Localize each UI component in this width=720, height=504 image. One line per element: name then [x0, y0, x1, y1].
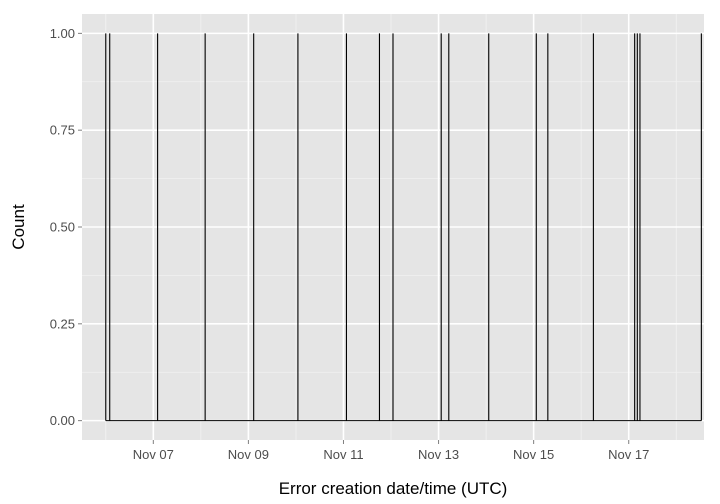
x-tick-label: Nov 17 — [608, 447, 649, 462]
x-tick-label: Nov 13 — [418, 447, 459, 462]
count-series-line — [105, 33, 702, 422]
x-tick-label: Nov 15 — [513, 447, 554, 462]
y-tick-label: 1.00 — [50, 26, 75, 41]
y-tick-label: 0.25 — [50, 316, 75, 331]
x-tick-label: Nov 07 — [133, 447, 174, 462]
y-tick-label: 0.50 — [50, 220, 75, 235]
x-axis: Nov 07 Nov 09 Nov 11 Nov 13 Nov 15 Nov 17 — [133, 440, 649, 462]
x-axis-title: Error creation date/time (UTC) — [279, 479, 508, 498]
x-tick-label: Nov 11 — [323, 447, 363, 462]
y-tick-label: 0.00 — [50, 413, 75, 428]
y-axis-title: Count — [9, 204, 28, 250]
x-tick-label: Nov 09 — [228, 447, 269, 462]
y-axis: 0.00 0.25 0.50 0.75 1.00 — [50, 26, 82, 428]
y-tick-label: 0.75 — [50, 123, 75, 138]
